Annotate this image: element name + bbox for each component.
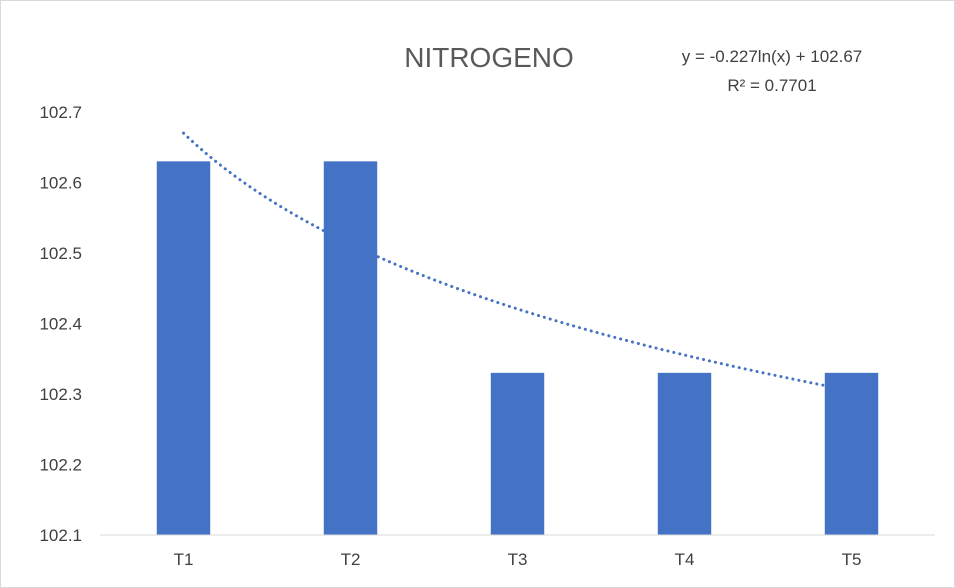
trendline [182,131,853,393]
bar-t3 [490,372,545,535]
bar-t4 [657,372,712,535]
x-tick-label: T2 [341,550,361,569]
trendline-r-squared: R² = 0.7701 [727,76,816,95]
x-axis-labels: T1 T2 T3 T4 T5 [174,550,862,569]
y-tick-label: 102.7 [39,103,82,122]
y-tick-label: 102.6 [39,174,82,193]
y-tick-label: 102.2 [39,456,82,475]
chart-title: NITROGENO [404,42,574,73]
y-tick-label: 102.3 [39,385,82,404]
x-tick-label: T5 [842,550,862,569]
y-axis-ticks: 102.1 102.2 102.3 102.4 102.5 102.6 102.7 [39,103,82,545]
trendline-equation: y = -0.227ln(x) + 102.67 [682,47,863,66]
y-tick-label: 102.1 [39,526,82,545]
x-tick-label: T1 [174,550,194,569]
bars-group [156,161,879,535]
y-tick-label: 102.4 [39,315,82,334]
y-tick-label: 102.5 [39,244,82,263]
bar-t1 [156,161,211,535]
x-tick-label: T4 [675,550,695,569]
bar-t5 [824,372,879,535]
x-tick-label: T3 [508,550,528,569]
bar-t2 [323,161,378,535]
